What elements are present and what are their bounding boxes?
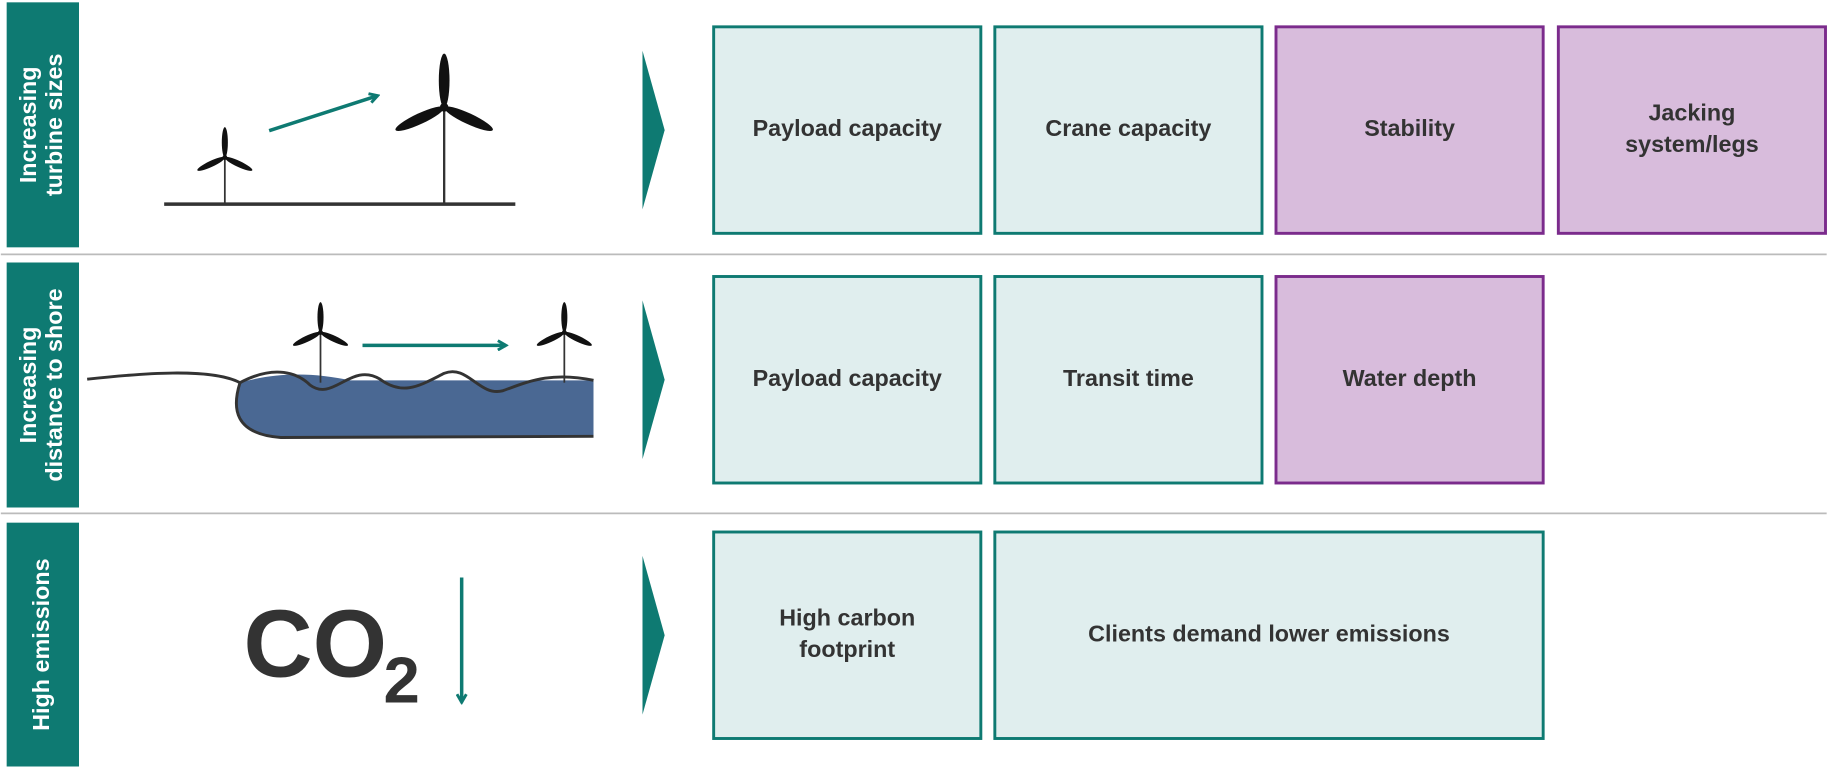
factor-text: High carbon bbox=[779, 605, 915, 631]
co2-illustration: CO 2 bbox=[244, 578, 462, 717]
row-label: Increasing bbox=[15, 66, 41, 183]
chevron bbox=[643, 556, 665, 715]
factor-text: Transit time bbox=[1063, 365, 1194, 391]
factor-text: Payload capacity bbox=[753, 115, 942, 141]
co2-text: CO bbox=[244, 591, 387, 698]
turbine-illustration bbox=[164, 54, 515, 205]
factor-text: footprint bbox=[799, 636, 895, 662]
row-label: Increasing bbox=[15, 327, 41, 444]
factor-text: Clients demand lower emissions bbox=[1088, 620, 1450, 646]
row-label: High emissions bbox=[28, 558, 54, 730]
chevron bbox=[643, 300, 665, 459]
factor-text: system/legs bbox=[1625, 131, 1759, 157]
factor-text: Jacking bbox=[1648, 99, 1735, 125]
shore-illustration bbox=[87, 302, 593, 437]
factor-text: Stability bbox=[1364, 115, 1455, 141]
co2-subscript: 2 bbox=[384, 643, 420, 716]
chevron bbox=[643, 51, 665, 210]
factor-text: Payload capacity bbox=[753, 365, 942, 391]
row-label: turbine sizes bbox=[41, 54, 67, 197]
factor-text: Crane capacity bbox=[1045, 115, 1211, 141]
row-label: distance to shore bbox=[41, 288, 67, 481]
diagram: CO 2 Increasingturbine sizesPayload capa… bbox=[0, 0, 1831, 770]
factor-text: Water depth bbox=[1343, 365, 1477, 391]
page: CO 2 Increasingturbine sizesPayload capa… bbox=[0, 0, 1831, 770]
